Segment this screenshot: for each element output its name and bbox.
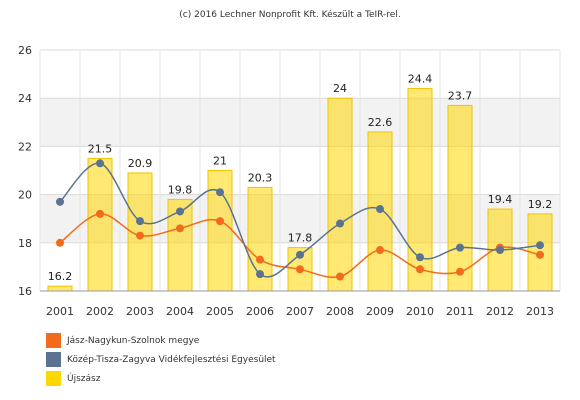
bar-data-label: 23.7: [448, 89, 473, 102]
series-point: [456, 267, 464, 276]
series-point: [216, 188, 224, 197]
bar-data-label: 16.2: [48, 270, 73, 283]
x-tick-label: 2008: [326, 305, 354, 318]
x-tick-label: 2012: [486, 305, 514, 318]
bar-data-label: 20.9: [128, 157, 153, 170]
x-tick-label: 2005: [206, 305, 234, 318]
y-tick-label: 22: [18, 140, 32, 153]
series-point: [176, 207, 184, 216]
series-point: [96, 159, 104, 168]
legend-item-ujszasz[interactable]: Újszász: [46, 371, 100, 386]
bar: [447, 104, 473, 292]
series-point: [536, 241, 544, 250]
bar-data-label: 24.4: [408, 73, 433, 86]
series-point: [56, 238, 64, 247]
x-tick-label: 2006: [246, 305, 274, 318]
series-point: [296, 265, 304, 274]
series-point: [56, 197, 64, 206]
bar: [87, 157, 113, 292]
series-point: [336, 219, 344, 228]
series-point: [416, 265, 424, 274]
chart-credit: (c) 2016 Lechner Nonprofit Kft. Készült …: [179, 10, 401, 20]
x-tick-label: 2013: [526, 305, 554, 318]
bar: [327, 97, 353, 292]
bar-data-label: 19.2: [528, 198, 553, 211]
x-tick-label: 2010: [406, 305, 434, 318]
series-point: [376, 246, 384, 255]
legend-swatch-association: [46, 352, 61, 367]
series-point: [536, 250, 544, 259]
y-tick-label: 24: [18, 92, 32, 105]
bar-data-label: 19.8: [168, 183, 193, 196]
legend-label-county: Jász-Nagykun-Szolnok megye: [67, 335, 200, 346]
series-point: [256, 270, 264, 279]
legend-label-association: Közép-Tisza-Zagyva Vidékfejlesztési Egye…: [67, 354, 276, 365]
x-tick-label: 2004: [166, 305, 194, 318]
legend-item-association[interactable]: Közép-Tisza-Zagyva Vidékfejlesztési Egye…: [46, 352, 276, 367]
legend-swatch-ujszasz: [46, 371, 61, 386]
bar-data-label: 21.5: [88, 142, 113, 155]
y-tick-label: 16: [18, 285, 32, 298]
series-point: [256, 255, 264, 264]
series-point: [176, 224, 184, 233]
plot-band: [40, 98, 560, 147]
x-tick-label: 2003: [126, 305, 154, 318]
x-tick-label: 2007: [286, 305, 314, 318]
y-tick-label: 20: [18, 189, 32, 202]
chart-svg: 16 18 20 22 24 26 16.2 21.5 20.9 19.8 21 20.3 17.8 24…: [18, 44, 561, 318]
y-tick-label: 18: [18, 237, 32, 250]
x-tick-label: 2002: [86, 305, 114, 318]
x-tick-label: 2001: [46, 305, 74, 318]
x-tick-label: 2011: [446, 305, 474, 318]
bar: [47, 285, 73, 292]
series-point: [296, 250, 304, 259]
series-point: [216, 217, 224, 226]
y-tick-label: 26: [18, 44, 32, 57]
bar-data-label: 22.6: [368, 116, 393, 129]
series-point: [456, 243, 464, 252]
series-point: [96, 209, 104, 218]
series-point: [136, 231, 144, 240]
legend-swatch-county: [46, 333, 61, 348]
series-point: [496, 246, 504, 255]
legend-label-ujszasz: Újszász: [67, 373, 101, 384]
series-point: [136, 217, 144, 226]
x-tick-label: 2009: [366, 305, 394, 318]
series-point: [376, 205, 384, 214]
bar-data-label: 17.8: [288, 232, 313, 245]
legend-item-county[interactable]: Jász-Nagykun-Szolnok megye: [46, 333, 199, 348]
bar-data-label: 19.4: [488, 193, 513, 206]
bar-data-label: 24: [333, 82, 347, 95]
bar-data-label: 20.3: [248, 171, 273, 184]
bar-data-label: 21: [213, 155, 227, 168]
series-point: [416, 253, 424, 262]
series-point: [336, 272, 344, 281]
